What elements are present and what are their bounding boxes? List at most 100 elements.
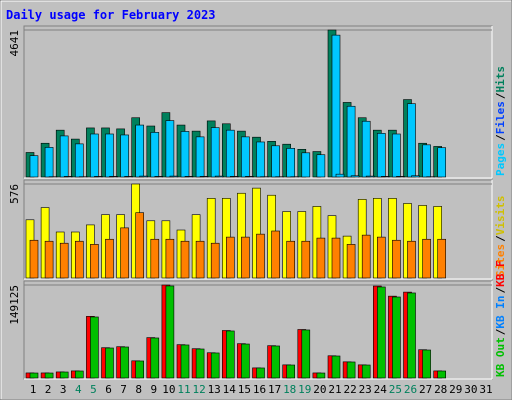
bar <box>226 330 235 379</box>
legend: KB Out/KB In/KB F <box>494 260 507 377</box>
bar <box>180 344 190 379</box>
bar <box>361 234 371 279</box>
x-tick-label: 13 <box>208 383 221 396</box>
x-tick-label: 19 <box>298 383 311 396</box>
bar <box>407 292 416 379</box>
bar <box>90 316 99 379</box>
bar <box>241 236 250 279</box>
legend-separator: / <box>494 328 507 335</box>
bar <box>150 337 160 379</box>
bar <box>105 133 114 178</box>
x-tick-label: 12 <box>192 383 205 396</box>
x-tick-label: 24 <box>374 383 388 396</box>
bar <box>59 135 69 178</box>
x-tick-label: 30 <box>464 383 477 396</box>
bar <box>422 238 431 279</box>
bar <box>331 237 341 279</box>
bar <box>241 343 250 379</box>
bar <box>135 212 144 279</box>
bar <box>199 176 209 178</box>
legend-entry: KB F <box>494 260 507 287</box>
legend: Sites /Visits <box>494 196 507 278</box>
bar <box>331 34 341 178</box>
bar <box>407 103 416 178</box>
bar <box>301 152 311 178</box>
x-tick-label: 20 <box>313 383 326 396</box>
bar <box>184 176 194 178</box>
bar <box>180 240 190 279</box>
legend-separator: / <box>494 134 507 141</box>
x-tick-label: 31 <box>479 383 492 396</box>
bar <box>135 124 144 178</box>
y-tick-label: 576 <box>8 184 21 204</box>
bar <box>335 173 345 178</box>
bar <box>135 360 144 379</box>
x-tick-label: 14 <box>223 383 237 396</box>
bar <box>195 348 205 379</box>
bar <box>271 345 280 379</box>
x-tick-label: 26 <box>404 383 417 396</box>
bar <box>437 370 447 379</box>
bar <box>301 240 311 279</box>
bar <box>75 370 84 379</box>
bar <box>210 127 220 178</box>
bar <box>316 154 326 178</box>
bar <box>180 131 190 178</box>
bar <box>346 361 356 379</box>
bar <box>124 176 133 178</box>
bar <box>44 372 54 379</box>
legend-entry: KB Out <box>494 337 507 377</box>
x-tick-label: 11 <box>177 383 190 396</box>
bar <box>195 240 205 279</box>
y-tick-label: 149125 <box>8 285 21 325</box>
bar <box>29 239 39 279</box>
bar <box>165 285 175 379</box>
x-tick-label: 15 <box>238 383 251 396</box>
bar <box>376 236 386 279</box>
bar <box>94 176 103 178</box>
x-tick-label: 17 <box>268 383 281 396</box>
legend-separator: / <box>494 92 507 99</box>
bar <box>75 240 84 279</box>
legend-entry: Hits <box>494 66 507 93</box>
bar <box>361 364 371 379</box>
bar <box>271 230 280 279</box>
bar <box>150 238 160 279</box>
bar <box>105 347 114 379</box>
legend-separator: / <box>494 287 507 294</box>
bar <box>271 145 280 178</box>
x-tick-label: 3 <box>60 383 67 396</box>
legend: Pages/Files/Hits <box>494 66 507 176</box>
bar <box>226 236 235 279</box>
bar <box>44 147 54 178</box>
bar <box>195 136 205 178</box>
bar <box>210 242 220 279</box>
bar <box>241 136 250 178</box>
bar <box>214 175 224 178</box>
bar <box>376 286 386 379</box>
bar <box>286 148 296 178</box>
bar <box>361 120 371 178</box>
bar <box>392 239 401 279</box>
x-tick-label: 5 <box>90 383 97 396</box>
bar <box>346 105 356 178</box>
bar <box>331 355 341 379</box>
x-tick-label: 23 <box>359 383 372 396</box>
bar <box>392 296 401 379</box>
bar <box>407 240 416 279</box>
bar <box>316 237 326 279</box>
bar <box>422 349 431 379</box>
bar <box>109 176 118 178</box>
bar <box>210 352 220 379</box>
bar <box>226 129 235 178</box>
bar <box>230 176 239 178</box>
legend-entry: Sites <box>494 244 507 277</box>
bar <box>437 147 447 178</box>
bar <box>75 143 84 178</box>
x-tick-label: 25 <box>389 383 402 396</box>
bar <box>437 238 447 279</box>
x-tick-label: 27 <box>419 383 432 396</box>
y-tick-label: 4641 <box>8 30 21 57</box>
bar <box>90 244 99 279</box>
